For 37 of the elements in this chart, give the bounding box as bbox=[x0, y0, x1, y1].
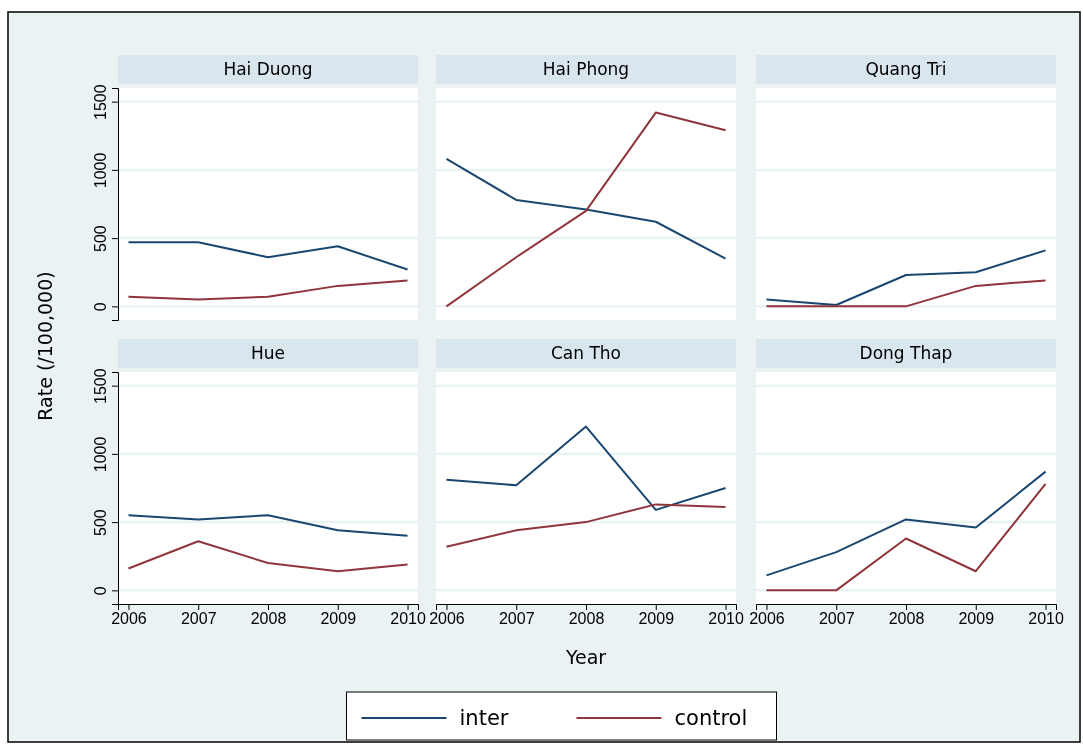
y-tick-label: 0 bbox=[92, 302, 109, 312]
x-tick-label: 2008 bbox=[250, 610, 287, 628]
y-tick-label: 1000 bbox=[92, 152, 109, 189]
x-axis-title: Year bbox=[564, 646, 607, 668]
line-series bbox=[127, 241, 409, 271]
line-series bbox=[127, 514, 409, 537]
x-tick-label: 2007 bbox=[498, 610, 535, 628]
chart-title: Hai Duong bbox=[223, 59, 313, 79]
x-tick-label: 2009 bbox=[958, 610, 995, 628]
x-tick-label: 2010 bbox=[708, 610, 744, 628]
x-tick-label: 2006 bbox=[429, 610, 465, 628]
x-tick-label: 2007 bbox=[818, 610, 855, 628]
x-tick-label: 2008 bbox=[568, 610, 605, 628]
chart-title: Hue bbox=[250, 343, 286, 363]
line-series bbox=[127, 540, 409, 573]
y-axis-title: Rate (/100,000) bbox=[34, 271, 56, 421]
x-tick-label: 2009 bbox=[320, 610, 357, 628]
chart-title: Can Tho bbox=[550, 343, 622, 363]
x-tick-label: 2009 bbox=[638, 610, 675, 628]
chart-title: Dong Thap bbox=[859, 343, 953, 363]
chart-title: Hai Phong bbox=[542, 59, 630, 79]
chart-title: Quang Tri bbox=[865, 59, 947, 79]
x-tick-label: 2006 bbox=[749, 610, 785, 628]
y-tick-label: 0 bbox=[92, 586, 109, 596]
x-tick-label: 2007 bbox=[180, 610, 217, 628]
line-series bbox=[127, 279, 409, 301]
y-tick-label: 1000 bbox=[92, 436, 109, 473]
y-tick-label: 1500 bbox=[92, 368, 109, 404]
x-tick-label: 2010 bbox=[390, 610, 426, 628]
x-tick-label: 2008 bbox=[888, 610, 925, 628]
y-tick-label: 500 bbox=[92, 509, 109, 536]
x-tick-label: 2006 bbox=[111, 610, 147, 628]
x-tick-label: 2010 bbox=[1028, 610, 1064, 628]
y-tick-label: 500 bbox=[92, 225, 109, 252]
y-tick-label: 1500 bbox=[92, 84, 109, 120]
legend-label: inter bbox=[459, 706, 509, 730]
legend-label: control bbox=[674, 706, 748, 730]
